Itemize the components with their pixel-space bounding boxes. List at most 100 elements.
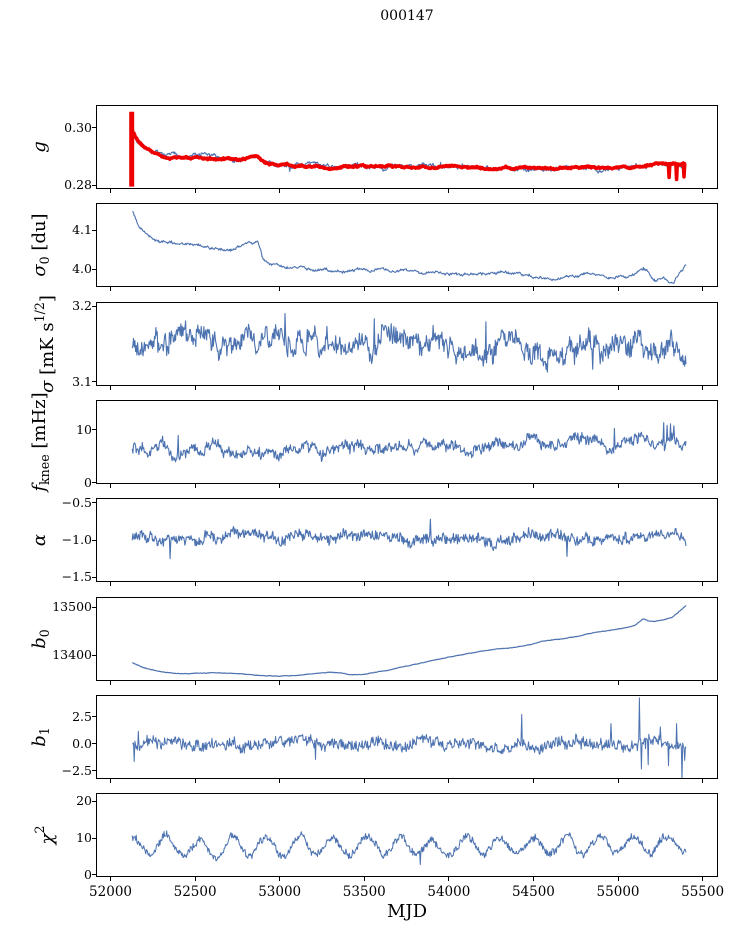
panel-b0 [96,596,718,681]
xtick-b1-2 [279,778,281,783]
panel-b1 [96,694,718,779]
series-white-noise-line [131,312,687,373]
panel-chi2 [96,793,718,878]
ytick-label-g-0: 0.30 [64,119,92,135]
panel-chi2-plot [131,830,687,866]
xtick-b0-6 [617,680,619,685]
ytick-sigma-mks12-1 [92,381,96,383]
ytick-label-b1-0: 2.5 [72,708,92,724]
series-b0-line [132,604,687,677]
xtick-b1-6 [617,778,619,783]
xtick-alpha-4 [448,582,450,587]
xtick-fknee-mhz-4 [448,483,450,488]
xtick-chi2-5 [532,877,534,882]
ytick-alpha-1 [92,539,96,541]
panel-sigma0-du-plot [132,211,687,285]
xtick-b0-3 [363,680,365,685]
ytick-b1-2 [92,770,96,772]
xtick-label-6: 55000 [596,884,640,901]
xtick-sigma-mks12-6 [617,385,619,390]
xtick-chi2-7 [702,877,704,882]
y-axis-label-chi2-segment: 2 [32,825,47,834]
panel-sigma-mks12-plot [131,312,687,373]
xtick-chi2-3 [363,877,365,882]
panel-alpha-plot [131,518,687,560]
xtick-alpha-3 [363,582,365,587]
ytick-label-alpha-2: −1.5 [61,569,92,585]
xtick-sigma0-du-6 [617,287,619,292]
xtick-sigma-mks12-0 [110,385,112,390]
xtick-fknee-mhz-5 [532,483,534,488]
ytick-label-sigma-mks12-1: 3.1 [72,373,92,389]
xtick-alpha-6 [617,582,619,587]
xtick-alpha-2 [279,582,281,587]
ytick-label-sigma-mks12-0: 3.2 [72,298,92,314]
xtick-label-1: 52500 [173,884,217,901]
xtick-alpha-1 [194,582,196,587]
ytick-label-chi2-1: 10 [76,830,92,846]
ytick-chi2-1 [92,837,96,839]
xtick-chi2-6 [617,877,619,882]
y-axis-label-chi2-segment: χ [36,833,58,845]
xtick-label-7: 55500 [681,884,725,901]
ytick-label-sigma0-du-0: 4.1 [72,222,92,238]
ytick-label-b0-1: 13400 [52,647,92,663]
ytick-label-fknee-mhz-0: 10 [76,421,92,437]
ytick-b0-0 [92,606,96,608]
xtick-chi2-1 [194,877,196,882]
xtick-label-0: 52000 [89,884,132,901]
xtick-fknee-mhz-0 [110,483,112,488]
ytick-sigma-mks12-0 [92,305,96,307]
xtick-b1-4 [448,778,450,783]
ytick-label-b1-2: −2.5 [61,762,92,778]
ytick-fknee-mhz-1 [92,482,96,484]
xtick-sigma-mks12-3 [363,385,365,390]
panel-g-plot [129,111,688,187]
series-b1-line [131,697,687,778]
xtick-label-3: 53500 [342,884,386,901]
xtick-sigma0-du-5 [532,287,534,292]
y-axis-label-sigma-mks12-segment: ] [36,294,58,302]
ytick-label-g-1: 0.28 [64,177,92,193]
xtick-sigma-mks12-7 [702,385,704,390]
xtick-g-1 [194,189,196,193]
xtick-g-2 [279,189,281,193]
xtick-sigma0-du-3 [363,287,365,292]
panel-sigma-mks12 [96,301,718,386]
ytick-b1-1 [92,743,96,745]
figure-title: 000147 [380,8,434,24]
ytick-label-b1-1: 0.0 [72,735,92,751]
xtick-b1-1 [194,778,196,783]
xtick-fknee-mhz-3 [363,483,365,488]
y-axis-label-sigma-mks12-segment: 1/2 [32,301,47,322]
xtick-b1-0 [110,778,112,783]
ytick-b0-1 [92,654,96,656]
xtick-sigma0-du-7 [702,287,704,292]
xtick-sigma-mks12-1 [194,385,196,390]
panel-alpha [96,498,718,583]
ytick-label-b0-0: 13500 [52,599,92,615]
ytick-sigma0-du-1 [92,268,96,270]
panel-fknee-mhz-plot [131,422,687,463]
xtick-fknee-mhz-2 [279,483,281,488]
ytick-alpha-2 [92,576,96,578]
ytick-label-sigma0-du-1: 4.0 [72,261,92,277]
ytick-sigma0-du-0 [92,229,96,231]
ytick-b1-0 [92,716,96,718]
xtick-b0-2 [279,680,281,685]
xtick-b0-1 [194,680,196,685]
panel-b0-plot [132,604,687,677]
xtick-b0-7 [702,680,704,685]
xtick-b1-5 [532,778,534,783]
xtick-chi2-4 [448,877,450,882]
ytick-label-chi2-0: 20 [76,793,92,809]
series-chi2-line [131,830,687,866]
y-axis-label-chi2: χ2 [29,725,58,944]
ytick-label-fknee-mhz-1: 0 [84,474,92,490]
xtick-sigma-mks12-5 [532,385,534,390]
xtick-sigma0-du-2 [279,287,281,292]
xtick-chi2-2 [279,877,281,882]
ytick-label-chi2-2: 0 [84,866,92,882]
panel-sigma0-du [96,203,718,288]
